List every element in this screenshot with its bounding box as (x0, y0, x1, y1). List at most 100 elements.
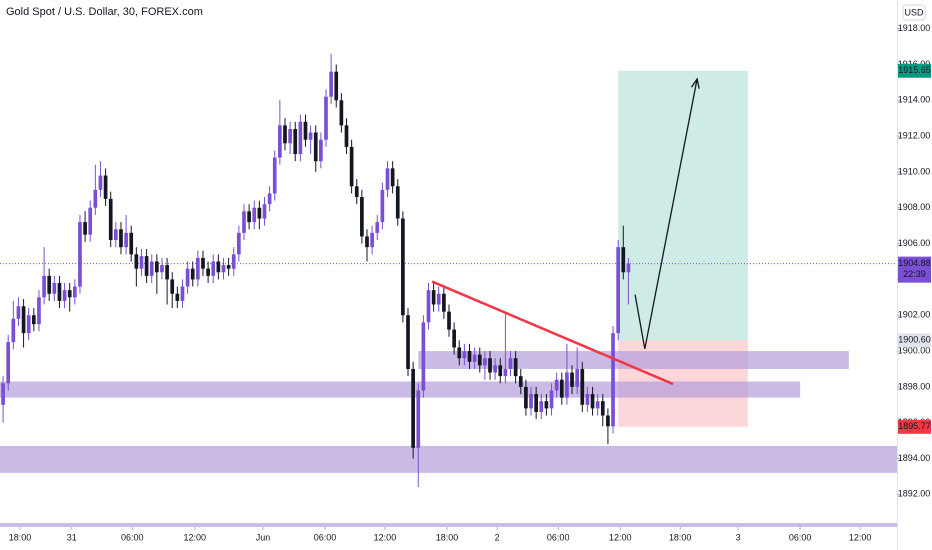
candle-body (365, 236, 369, 248)
candle-body (529, 394, 533, 409)
candle-body (401, 218, 405, 316)
candle-body (231, 254, 236, 269)
candle-body (103, 175, 108, 199)
trendline (431, 280, 674, 386)
x-tick-label: 12:00 (849, 532, 872, 542)
candle-body (93, 189, 98, 208)
candle-body (329, 71, 333, 97)
x-tick-label: 2 (495, 532, 500, 542)
candle-body (242, 211, 246, 233)
candle-body (237, 232, 241, 255)
position-target-area (618, 70, 748, 341)
x-tick-label: 12:00 (609, 532, 632, 542)
candle-body (539, 401, 544, 412)
y-tick-label: 1918.00 (898, 23, 931, 33)
candle-body (606, 415, 610, 427)
candle-body (257, 207, 262, 219)
stop-price-label: 1895.77 (898, 421, 931, 431)
stop-price-label-box (898, 419, 931, 434)
candle-body (170, 279, 175, 294)
y-tick-label: 1902.00 (898, 310, 931, 320)
candle-body (83, 222, 87, 235)
x-tick-label: 18:00 (669, 532, 692, 542)
support-zone (0, 381, 801, 398)
last-price-box (898, 256, 931, 283)
candle-body (6, 342, 11, 384)
entry-price-label: 1900.60 (898, 335, 931, 345)
candle-body (344, 125, 349, 147)
candle-body (590, 394, 595, 409)
chart-title: Gold Spot / U.S. Dollar, 30, FOREX.com (6, 6, 203, 18)
support-zone (0, 445, 897, 473)
candle-body (124, 232, 128, 248)
y-tick-label: 1906.00 (898, 238, 931, 248)
x-tick-label: Jun (256, 532, 271, 542)
candle-body (303, 121, 308, 140)
candle-body (483, 358, 487, 366)
candle-body (600, 401, 605, 416)
candle-body (442, 293, 446, 312)
candle-body (57, 282, 62, 301)
candle-body (78, 222, 82, 287)
candle-body (462, 351, 467, 359)
x-tick-label: 18:00 (436, 532, 459, 542)
candle-body (585, 394, 590, 405)
y-tick-label: 1912.00 (898, 130, 931, 140)
x-tick-label: 12:00 (374, 532, 397, 542)
y-tick-label: 1914.00 (898, 95, 931, 105)
y-tick-label: 1908.00 (898, 202, 931, 212)
candle-body (554, 379, 559, 391)
candle-body (380, 189, 385, 223)
candle-body (52, 282, 57, 294)
candle-body (139, 256, 144, 269)
y-tick-label: 1900.00 (898, 345, 931, 355)
candle-body (313, 132, 318, 162)
candle-body (26, 315, 31, 334)
candle-body (47, 275, 52, 294)
candle-body (308, 132, 313, 140)
candle-body (508, 358, 513, 369)
candle-body (108, 198, 113, 241)
candle-body (503, 368, 508, 377)
candle-body (62, 290, 67, 301)
candle-body (11, 318, 16, 343)
candle-body (467, 351, 472, 362)
candle-body (134, 254, 139, 269)
candle-body (283, 125, 287, 144)
candle-body (113, 229, 118, 241)
candle-body (339, 100, 344, 126)
candle-body (149, 261, 154, 276)
candle-body (88, 207, 93, 235)
candle-body (334, 71, 339, 101)
candle-body (272, 157, 277, 194)
candle-body (395, 186, 400, 219)
x-tick-label: 31 (67, 532, 77, 542)
currency-label[interactable]: USD (904, 7, 924, 17)
candle-body (196, 257, 200, 280)
x-tick-label: 18:00 (9, 532, 32, 542)
candle-body (611, 333, 615, 427)
candle-body (129, 232, 134, 255)
x-tick-label: 12:00 (184, 532, 207, 542)
candle-body (288, 128, 292, 144)
candle-body (1, 383, 5, 405)
candle-body (324, 96, 328, 140)
candle-body (421, 322, 426, 391)
candle-body (16, 306, 21, 319)
candle-body (144, 256, 149, 276)
candle-body (211, 261, 216, 276)
currency-box[interactable] (902, 4, 926, 21)
candle-body (98, 175, 103, 190)
candle-body (180, 286, 185, 301)
candle-body (488, 358, 492, 373)
x-tick-label: 06:00 (121, 532, 144, 542)
candle-body (457, 347, 462, 359)
candle-body (626, 263, 631, 273)
candle-body (513, 358, 518, 377)
candle-body (559, 379, 564, 398)
candle-body (360, 197, 364, 237)
x-tick-label: 3 (736, 532, 741, 542)
candle-body (426, 290, 431, 323)
candle-body (436, 293, 441, 305)
